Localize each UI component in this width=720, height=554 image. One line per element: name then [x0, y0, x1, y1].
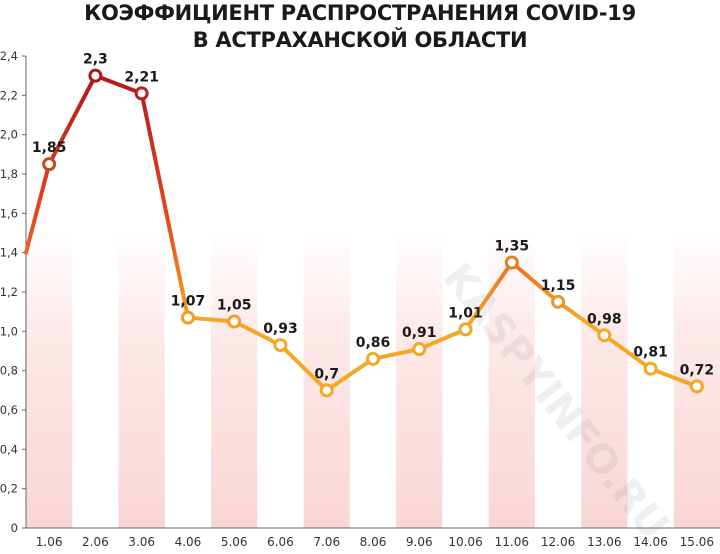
- data-point: [42, 157, 57, 172]
- data-point: [180, 310, 195, 325]
- data-label: 0,86: [356, 335, 391, 351]
- y-tick-label: 0,2: [0, 482, 18, 496]
- data-label: 0,91: [402, 325, 437, 341]
- column-stripe: [118, 230, 165, 528]
- x-tick-label: 2.06: [82, 535, 109, 549]
- data-label: 2,21: [124, 69, 159, 85]
- chart-title-line-1: КОЭФФИЦИЕНТ РАСПРОСТРАНЕНИЯ COVID-19: [84, 1, 636, 25]
- x-tick-label: 15.06: [680, 535, 714, 549]
- x-tick-label: 5.06: [221, 535, 248, 549]
- chart-title: КОЭФФИЦИЕНТ РАСПРОСТРАНЕНИЯ COVID-19 В А…: [0, 0, 720, 54]
- y-tick-label: 0,8: [0, 364, 18, 378]
- x-tick-label: 10.06: [448, 535, 482, 549]
- data-label: 1,35: [495, 239, 530, 255]
- data-label: 1,85: [32, 140, 67, 156]
- data-label: 2,3: [83, 52, 108, 68]
- data-label: 0,7: [314, 366, 339, 382]
- x-tick-label: 13.06: [587, 535, 621, 549]
- data-label: 0,81: [633, 345, 668, 361]
- x-tick-label: 3.06: [128, 535, 155, 549]
- x-tick-label: 6.06: [267, 535, 294, 549]
- data-point: [551, 294, 566, 309]
- data-label: 0,98: [587, 311, 622, 327]
- column-stripe: [581, 230, 628, 528]
- data-point: [689, 379, 704, 394]
- data-label: 1,01: [448, 305, 483, 321]
- x-tick-label: 11.06: [495, 535, 529, 549]
- x-tick-label: 1.06: [36, 535, 63, 549]
- column-stripe: [211, 230, 258, 528]
- y-tick-label: 2,0: [0, 128, 18, 142]
- x-tick-label: 7.06: [313, 535, 340, 549]
- y-tick-label: 0,6: [0, 403, 18, 417]
- data-label: 0,93: [263, 321, 298, 337]
- data-point: [458, 322, 473, 337]
- y-tick-label: 2,2: [0, 88, 18, 102]
- data-label: 1,07: [171, 294, 206, 310]
- x-tick-label: 14.06: [633, 535, 667, 549]
- x-tick-label: 4.06: [175, 535, 202, 549]
- data-point: [88, 68, 103, 83]
- data-label: 1,15: [541, 278, 576, 294]
- data-point: [643, 361, 658, 376]
- chart-title-line-2: В АСТРАХАНСКОЙ ОБЛАСТИ: [192, 28, 528, 52]
- y-tick-label: 1,6: [0, 206, 18, 220]
- y-tick-label: 0,4: [0, 442, 18, 456]
- data-point: [366, 351, 380, 366]
- data-point: [227, 314, 242, 329]
- y-tick-label: 2,4: [0, 49, 18, 63]
- y-tick-label: 0: [11, 521, 18, 535]
- data-point: [412, 342, 427, 357]
- y-tick-label: 1,4: [0, 246, 18, 260]
- x-tick-label: 9.06: [406, 535, 433, 549]
- column-stripe: [488, 230, 535, 528]
- data-point: [597, 328, 612, 343]
- x-tick-label: 12.06: [541, 535, 575, 549]
- series-line: [24, 73, 699, 393]
- data-point: [273, 338, 288, 353]
- y-tick-label: 1,0: [0, 324, 18, 338]
- data-point: [319, 383, 334, 398]
- column-stripe: [26, 230, 73, 528]
- x-tick-label: 8.06: [360, 535, 387, 549]
- data-point: [134, 86, 149, 101]
- data-label: 0,72: [680, 362, 715, 378]
- column-stripe: [396, 230, 443, 528]
- data-label: 1,05: [217, 298, 252, 314]
- y-tick-label: 1,8: [0, 167, 18, 181]
- y-tick-label: 1,2: [0, 285, 18, 299]
- data-point: [504, 255, 519, 270]
